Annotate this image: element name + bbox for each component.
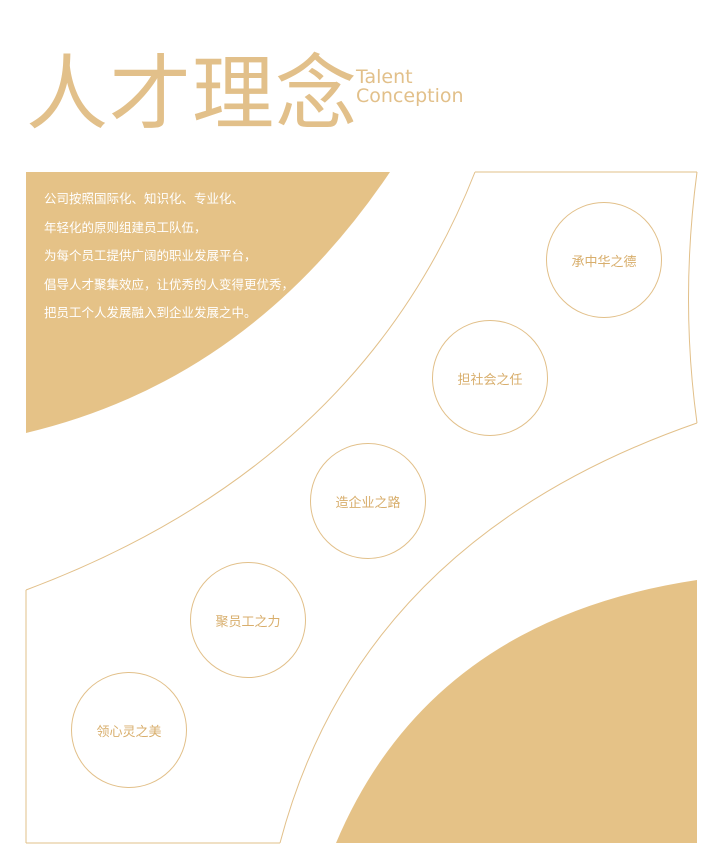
intro-line: 把员工个人发展融入到企业发展之中。 xyxy=(44,305,257,320)
intro-line: 公司按照国际化、知识化、专业化、 xyxy=(44,191,245,206)
value-circle-strength: 聚员工之力 xyxy=(190,562,306,678)
intro-line: 倡导人才聚集效应，让优秀的人变得更优秀， xyxy=(44,276,295,292)
lower-arc-line xyxy=(279,422,698,844)
value-circle-virtue: 承中华之德 xyxy=(546,202,662,318)
intro-line: 为每个员工提供广阔的职业发展平台， xyxy=(44,248,257,263)
value-label: 承中华之德 xyxy=(571,254,637,270)
subtitle-line-2: Conception xyxy=(356,85,464,107)
subtitle-line-1: Talent xyxy=(356,66,413,88)
value-circle-enterprise: 造企业之路 xyxy=(310,443,426,559)
intro-line: 年轻化的原则组建员工队伍， xyxy=(44,219,207,235)
value-circle-beauty: 领心灵之美 xyxy=(71,672,187,788)
value-label: 担社会之任 xyxy=(457,372,523,388)
bottom-right-gold-shape xyxy=(336,580,697,843)
value-label: 造企业之路 xyxy=(335,495,401,511)
value-circle-responsibility: 担社会之任 xyxy=(432,320,548,436)
value-label: 领心灵之美 xyxy=(96,724,162,740)
intro-text: 公司按照国际化、知识化、专业化、 年轻化的原则组建员工队伍， 为每个员工提供广阔… xyxy=(44,185,374,328)
page-subtitle: Talent Conception xyxy=(356,68,464,106)
right-notch-line xyxy=(688,171,698,424)
page-title: 人才理念 xyxy=(26,47,359,142)
upper-arc-line xyxy=(25,171,476,591)
value-label: 聚员工之力 xyxy=(215,614,281,630)
top-left-gold-shape xyxy=(26,172,390,433)
